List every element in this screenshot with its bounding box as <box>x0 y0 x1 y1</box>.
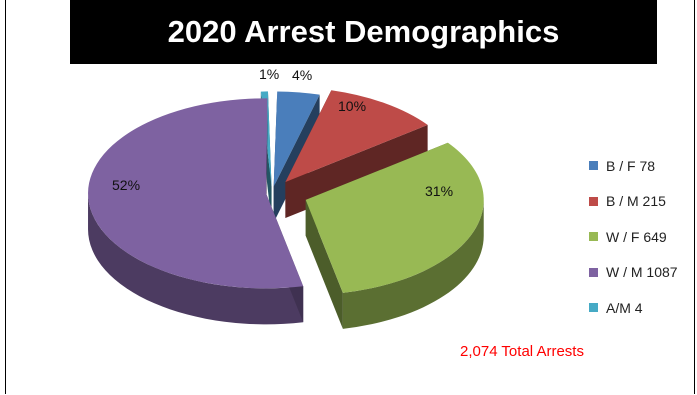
chart-title: 2020 Arrest Demographics <box>70 0 657 64</box>
pie-slice-wall-3 <box>88 193 304 325</box>
data-label-0: 4% <box>292 67 312 83</box>
legend-label: W / M 1087 <box>606 264 678 281</box>
data-label-1: 10% <box>338 98 366 114</box>
chart-frame <box>5 0 695 394</box>
pie-slice-0 <box>273 91 320 187</box>
total-arrests-note: 2,074 Total Arrests <box>460 343 584 360</box>
legend-label: A/M 4 <box>606 299 643 316</box>
pie-slices <box>88 90 484 329</box>
data-label-3: 52% <box>112 177 140 193</box>
legend-item: W / M 1087 <box>589 255 678 291</box>
pie-slice-2 <box>305 142 484 293</box>
legend-label: W / F 649 <box>606 228 667 245</box>
legend-label: B / M 215 <box>606 193 666 210</box>
legend-label: B / F 78 <box>606 157 656 174</box>
legend-item: B / F 78 <box>589 148 678 184</box>
pie-slice-wall-2 <box>342 199 484 329</box>
legend: B / F 78 B / M 215 W / F 649 W / M 1087 A/M … <box>589 148 678 326</box>
legend-item: A/M 4 <box>589 290 678 326</box>
legend-swatch <box>589 267 598 277</box>
data-label-2: 31% <box>425 183 453 199</box>
legend-swatch <box>589 161 598 171</box>
pie-slice-1 <box>285 90 428 183</box>
data-label-4: 1% <box>259 66 279 82</box>
pie-slice-3 <box>88 98 304 289</box>
legend-item: B / M 215 <box>589 184 678 220</box>
legend-swatch <box>589 196 598 206</box>
pie-slice-face-2-1 <box>305 199 343 329</box>
legend-item: W / F 649 <box>589 219 678 255</box>
legend-swatch <box>589 303 598 313</box>
pie-slice-face-0-1 <box>273 94 320 223</box>
legend-swatch <box>589 232 598 242</box>
